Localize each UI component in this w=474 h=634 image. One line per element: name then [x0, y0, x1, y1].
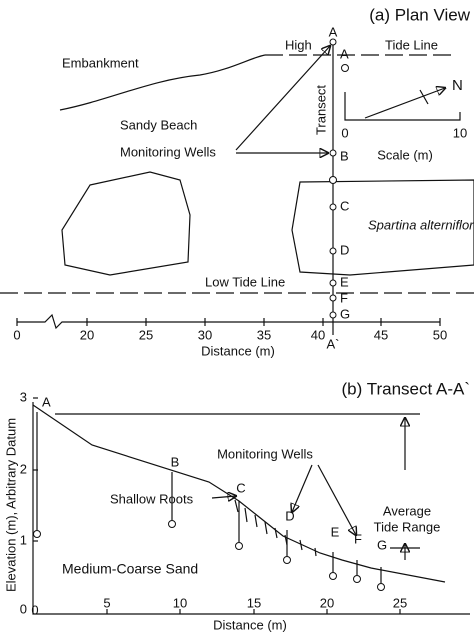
- point-label: E: [331, 524, 340, 539]
- tick: 50: [433, 327, 447, 342]
- point-label: F: [340, 290, 348, 305]
- label: Average: [383, 503, 431, 518]
- tick: 3: [20, 389, 27, 404]
- point-label: E: [340, 274, 349, 289]
- tick: 2: [20, 461, 27, 476]
- tick: 15: [247, 595, 261, 610]
- roots: [234, 499, 317, 557]
- tick: 5: [103, 595, 110, 610]
- tick: 10: [173, 595, 187, 610]
- label: Monitoring Wells: [217, 446, 313, 461]
- tick: 0: [20, 601, 27, 616]
- tick: 20: [80, 327, 94, 342]
- label: Low Tide Line: [205, 274, 285, 289]
- point-label: A`: [327, 336, 340, 351]
- axis-label: Distance (m): [213, 617, 287, 632]
- point-label: D: [340, 242, 349, 257]
- point-label: C: [236, 480, 245, 495]
- tick: 0: [341, 125, 348, 140]
- tick: 35: [257, 327, 271, 342]
- point-label: A: [329, 24, 338, 39]
- label: Transect: [313, 85, 328, 135]
- label: Tide Line: [385, 37, 438, 52]
- point-label: B: [171, 454, 180, 469]
- point-label: F: [354, 531, 362, 546]
- point-label: A: [42, 394, 51, 409]
- axis-label: Elevation (m), Arbitrary Datum: [3, 418, 18, 592]
- scale-bar: [344, 92, 461, 121]
- point-label: A: [340, 46, 349, 61]
- tick: 30: [198, 327, 212, 342]
- tick: 25: [393, 595, 407, 610]
- x-ticks: [106, 609, 401, 614]
- label: Embankment: [62, 55, 139, 70]
- label: High: [285, 37, 312, 52]
- north-tick: [419, 89, 429, 105]
- axis-label: Distance (m): [201, 343, 275, 358]
- tick: 40: [311, 327, 325, 342]
- point-label: G: [340, 306, 350, 321]
- tick: 25: [139, 327, 153, 342]
- point-label: D: [285, 508, 294, 523]
- point-label: G: [377, 537, 387, 552]
- tick: 0: [13, 327, 20, 342]
- label: Tide Range: [374, 519, 441, 534]
- tick: 20: [320, 595, 334, 610]
- title: (b) Transect A-A`: [342, 379, 470, 398]
- distance-axis: [17, 313, 440, 330]
- label: Spartina alterniflora: [368, 217, 474, 232]
- marsh-patch: [291, 179, 474, 276]
- axes: [32, 402, 470, 615]
- distance-ticks: [16, 318, 441, 326]
- title: (a) Plan View: [369, 5, 471, 24]
- arrow: [235, 46, 330, 151]
- label: Monitoring Wells: [120, 144, 216, 159]
- label: Scale (m): [377, 147, 433, 162]
- profile: [32, 404, 446, 583]
- label: Shallow Roots: [110, 491, 194, 506]
- label: Sandy Beach: [120, 117, 197, 132]
- tick: 1: [20, 532, 27, 547]
- point-label: C: [340, 198, 349, 213]
- tick: 0: [31, 602, 38, 617]
- tick: 10: [453, 125, 467, 140]
- embankment-line: [59, 54, 266, 111]
- label: Medium-Coarse Sand: [62, 561, 198, 577]
- north-arrow: [364, 88, 445, 119]
- label: N: [452, 77, 463, 94]
- marsh-patch: [61, 171, 191, 276]
- point-label: B: [340, 148, 349, 163]
- tick: 45: [374, 327, 388, 342]
